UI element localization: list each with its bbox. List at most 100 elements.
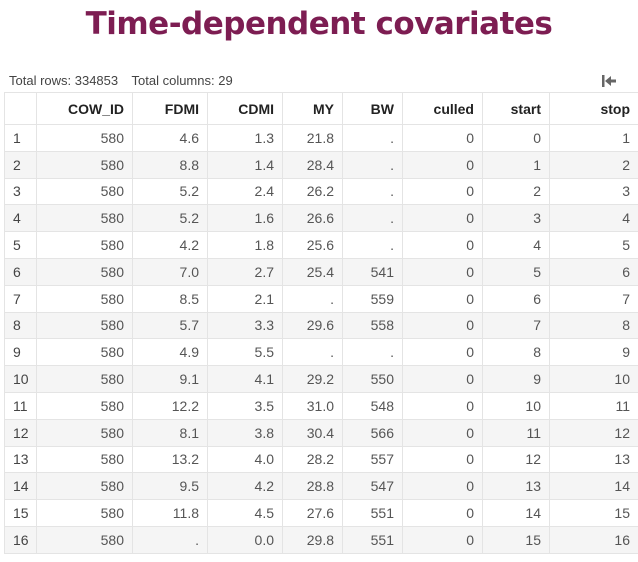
table-cell: 580 bbox=[36, 284, 133, 313]
table-cell: 3 bbox=[549, 177, 638, 206]
table-cell: 4.5 bbox=[207, 499, 283, 527]
table-cell: 8.1 bbox=[132, 418, 208, 447]
table-row[interactable]: 9 580 4.9 5.5.. 0 8 9 bbox=[4, 338, 638, 367]
table-cell: 0 bbox=[482, 124, 550, 152]
table-cell: 5.2 bbox=[132, 177, 208, 206]
row-number: 9 bbox=[4, 338, 37, 367]
row-number: 2 bbox=[4, 150, 37, 179]
table-cell: 3.3 bbox=[207, 311, 283, 340]
table-cell: 5.7 bbox=[132, 311, 208, 340]
table-cell: 7 bbox=[482, 311, 550, 340]
table-row[interactable]: 11 580 12.2 3.5 31.0 548 0 10 11 bbox=[4, 391, 638, 420]
table-cell: 11.8 bbox=[132, 499, 208, 527]
export-icon[interactable] bbox=[600, 73, 618, 89]
table-cell: 1.6 bbox=[207, 204, 283, 233]
column-header[interactable]: stop bbox=[549, 92, 638, 125]
table-cell: 30.4 bbox=[282, 418, 343, 447]
row-number: 1 bbox=[4, 124, 37, 152]
table-row[interactable]: 15 580 11.8 4.5 27.6 551 0 14 15 bbox=[4, 499, 638, 527]
column-header[interactable]: MY bbox=[282, 92, 343, 125]
table-cell: 29.2 bbox=[282, 365, 343, 393]
table-row[interactable]: 8 580 5.7 3.3 29.6 558 0 7 8 bbox=[4, 311, 638, 340]
table-cell: 9.1 bbox=[132, 365, 208, 393]
table-cell: 541 bbox=[342, 257, 403, 286]
table-cell: 11 bbox=[549, 391, 638, 420]
table-cell: 25.6 bbox=[282, 231, 343, 259]
data-table: COW_ID FDMI CDMI MY BW culled start stop 1 580 4.… bbox=[4, 92, 638, 554]
column-header[interactable]: start bbox=[482, 92, 550, 125]
table-cell: 557 bbox=[342, 445, 403, 474]
table-cell: . bbox=[282, 284, 343, 313]
table-cell: 0 bbox=[402, 418, 483, 447]
row-number: 5 bbox=[4, 231, 37, 259]
table-row[interactable]: 6 580 7.0 2.7 25.4 541 0 5 6 bbox=[4, 257, 638, 286]
table-cell: 26.6 bbox=[282, 204, 343, 233]
table-cell: 0 bbox=[402, 231, 483, 259]
table-cell: 8 bbox=[549, 311, 638, 340]
table-row[interactable]: 7 580 8.5 2.1. 559 0 6 7 bbox=[4, 284, 638, 313]
table-cell: 9 bbox=[549, 338, 638, 367]
row-number: 13 bbox=[4, 445, 37, 474]
table-cell: 0 bbox=[402, 445, 483, 474]
table-cell: 580 bbox=[36, 150, 133, 179]
table-cell: 4.9 bbox=[132, 338, 208, 367]
table-cell: 580 bbox=[36, 204, 133, 233]
column-header[interactable]: CDMI bbox=[207, 92, 283, 125]
table-cell: 13 bbox=[482, 472, 550, 501]
table-cell: 15 bbox=[549, 499, 638, 527]
table-cell: 580 bbox=[36, 418, 133, 447]
table-cell: 14 bbox=[549, 472, 638, 501]
table-cell: . bbox=[132, 525, 208, 554]
row-number: 11 bbox=[4, 391, 37, 420]
table-cell: 28.2 bbox=[282, 445, 343, 474]
table-cell: 548 bbox=[342, 391, 403, 420]
table-cell: 580 bbox=[36, 177, 133, 206]
table-cell: 1.4 bbox=[207, 150, 283, 179]
table-cell: 580 bbox=[36, 338, 133, 367]
table-cell: 3.8 bbox=[207, 418, 283, 447]
table-cell: 5.2 bbox=[132, 204, 208, 233]
table-cell: 6 bbox=[549, 257, 638, 286]
row-number: 16 bbox=[4, 525, 37, 554]
table-row[interactable]: 16 580. 0.0 29.8 551 0 15 16 bbox=[4, 525, 638, 554]
table-row[interactable]: 2 580 8.8 1.4 28.4. 0 1 2 bbox=[4, 150, 638, 179]
table-cell: 566 bbox=[342, 418, 403, 447]
column-header[interactable]: COW_ID bbox=[36, 92, 133, 125]
table-cell: 12 bbox=[482, 445, 550, 474]
table-row[interactable]: 5 580 4.2 1.8 25.6. 0 4 5 bbox=[4, 231, 638, 259]
table-row[interactable]: 10 580 9.1 4.1 29.2 550 0 9 10 bbox=[4, 365, 638, 393]
table-row[interactable]: 14 580 9.5 4.2 28.8 547 0 13 14 bbox=[4, 472, 638, 501]
table-row[interactable]: 12 580 8.1 3.8 30.4 566 0 11 12 bbox=[4, 418, 638, 447]
table-cell: 0 bbox=[402, 338, 483, 367]
table-cell: 7 bbox=[549, 284, 638, 313]
table-cell: . bbox=[342, 231, 403, 259]
table-cell: 580 bbox=[36, 499, 133, 527]
table-cell: 28.4 bbox=[282, 150, 343, 179]
row-number: 10 bbox=[4, 365, 37, 393]
column-header[interactable]: BW bbox=[342, 92, 403, 125]
table-cell: 580 bbox=[36, 445, 133, 474]
table-summary: Total rows: 334853 Total columns: 29 bbox=[9, 73, 243, 88]
table-cell: 13 bbox=[549, 445, 638, 474]
column-header[interactable]: culled bbox=[402, 92, 483, 125]
table-cell: 580 bbox=[36, 231, 133, 259]
table-row[interactable]: 1 580 4.6 1.3 21.8. 0 0 1 bbox=[4, 124, 638, 152]
table-cell: 3.5 bbox=[207, 391, 283, 420]
table-cell: 10 bbox=[482, 391, 550, 420]
table-cell: 0 bbox=[402, 311, 483, 340]
table-row[interactable]: 4 580 5.2 1.6 26.6. 0 3 4 bbox=[4, 204, 638, 233]
table-row[interactable]: 3 580 5.2 2.4 26.2. 0 2 3 bbox=[4, 177, 638, 206]
table-cell: . bbox=[342, 338, 403, 367]
table-cell: 11 bbox=[482, 418, 550, 447]
table-cell: 12 bbox=[549, 418, 638, 447]
table-cell: 0 bbox=[402, 284, 483, 313]
table-cell: 5.5 bbox=[207, 338, 283, 367]
table-cell: 0 bbox=[402, 525, 483, 554]
table-cell: 4.0 bbox=[207, 445, 283, 474]
table-cell: 2 bbox=[482, 177, 550, 206]
table-cell: 7.0 bbox=[132, 257, 208, 286]
table-row[interactable]: 13 580 13.2 4.0 28.2 557 0 12 13 bbox=[4, 445, 638, 474]
column-header[interactable]: FDMI bbox=[132, 92, 208, 125]
data-grid[interactable]: COW_ID FDMI CDMI MY BW culled start stop 1 580 4.… bbox=[4, 92, 638, 562]
table-cell: 1.8 bbox=[207, 231, 283, 259]
